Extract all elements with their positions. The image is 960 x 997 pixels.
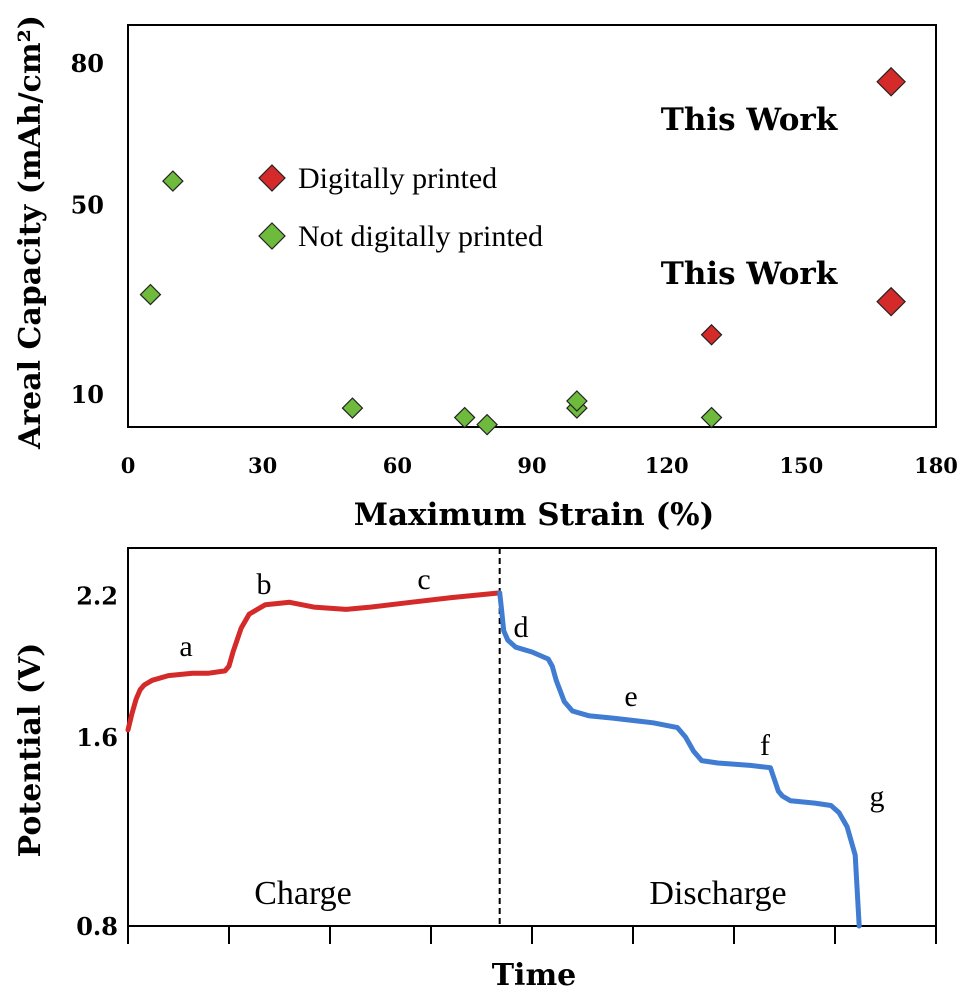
top-chart: 10 50 80 0 30 60 90 120 150 180 Areal Capacity (… <box>13 15 958 533</box>
top-x-axis-label: Maximum Strain (%) <box>354 497 715 533</box>
discharge-label: Discharge <box>649 875 786 912</box>
legend-marker <box>258 222 286 250</box>
bottom-y-tick-label: 2.2 <box>76 581 118 610</box>
legend: Digitally printed Not digitally printed <box>258 162 543 253</box>
top-x-tick-label: 180 <box>914 453 958 478</box>
not-digitally-printed-point <box>566 390 588 412</box>
this-work-label-upper: This Work <box>661 102 839 138</box>
bottom-chart: 0.8 1.6 2.2 a b c d e f g Charge Discharge… <box>13 547 937 993</box>
top-x-tick-label: 0 <box>121 453 136 478</box>
this-work-label-lower: This Work <box>661 256 839 292</box>
charge-curve <box>125 590 503 733</box>
digitally-printed-point <box>700 323 723 346</box>
not-digitally-printed-point <box>700 406 723 429</box>
step-label-c: c <box>417 563 430 596</box>
top-x-tick-label: 90 <box>517 453 546 478</box>
step-label-a: a <box>179 630 192 663</box>
bottom-y-tick-label: 1.6 <box>76 723 118 752</box>
bottom-y-axis-label: Potential (V) <box>13 643 48 858</box>
not-digitally-printed-point <box>476 413 498 436</box>
bottom-plot-frame <box>127 547 937 927</box>
bottom-y-tick-label: 0.8 <box>76 912 118 941</box>
not-digitally-printed-point <box>139 283 162 306</box>
bottom-x-axis-label: Time <box>492 958 577 993</box>
top-y-tick-label: 10 <box>71 380 104 409</box>
this-work-point <box>876 66 906 97</box>
top-y-tick-label: 50 <box>71 191 104 220</box>
step-label-f: f <box>760 729 770 762</box>
step-label-d: d <box>514 611 529 644</box>
charge-label: Charge <box>254 875 352 912</box>
not-digitally-printed-point <box>162 170 184 192</box>
top-x-tick-label: 120 <box>645 453 689 478</box>
top-y-tick-label: 80 <box>71 49 104 78</box>
top-x-tick-label: 60 <box>383 453 412 478</box>
not-digitally-printed-point <box>453 406 476 429</box>
step-label-g: g <box>870 780 885 813</box>
this-work-point <box>876 286 906 317</box>
step-label-e: e <box>624 680 637 713</box>
top-y-axis-label: Areal Capacity (mAh/cm²) <box>13 15 48 450</box>
legend-label: Not digitally printed <box>298 220 543 253</box>
legend-label: Digitally printed <box>298 162 497 195</box>
top-x-tick-label: 150 <box>779 453 823 478</box>
discharge-curve <box>497 590 862 929</box>
not-digitally-printed-point <box>341 397 364 419</box>
top-x-tick-label: 30 <box>248 453 277 478</box>
top-plot-frame <box>127 24 937 428</box>
legend-marker <box>258 164 286 192</box>
step-label-b: b <box>257 568 272 601</box>
